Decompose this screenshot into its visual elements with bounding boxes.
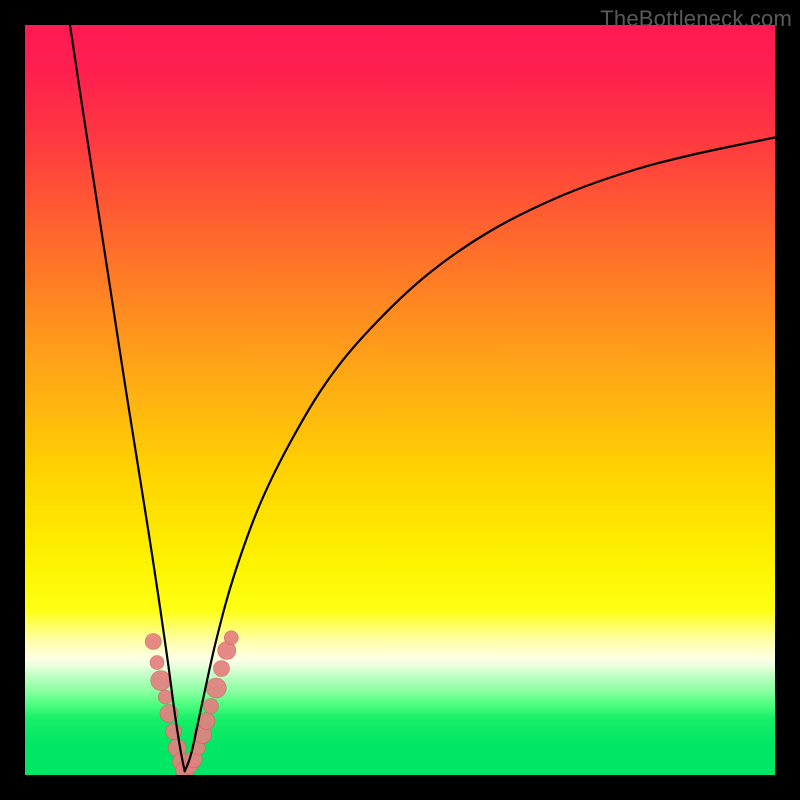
watermark: TheBottleneck.com <box>600 6 792 32</box>
marker-point <box>145 634 161 650</box>
marker-point <box>214 661 230 677</box>
marker-point <box>151 671 171 691</box>
marker-point <box>224 631 238 645</box>
plot-area <box>25 25 775 775</box>
bottleneck-curve <box>70 25 775 771</box>
curve-layer <box>25 25 775 775</box>
marker-point <box>158 690 172 704</box>
marker-point <box>204 699 219 714</box>
marker-point <box>206 678 226 698</box>
watermark-text: TheBottleneck.com <box>600 6 792 31</box>
marker-point <box>150 656 164 670</box>
